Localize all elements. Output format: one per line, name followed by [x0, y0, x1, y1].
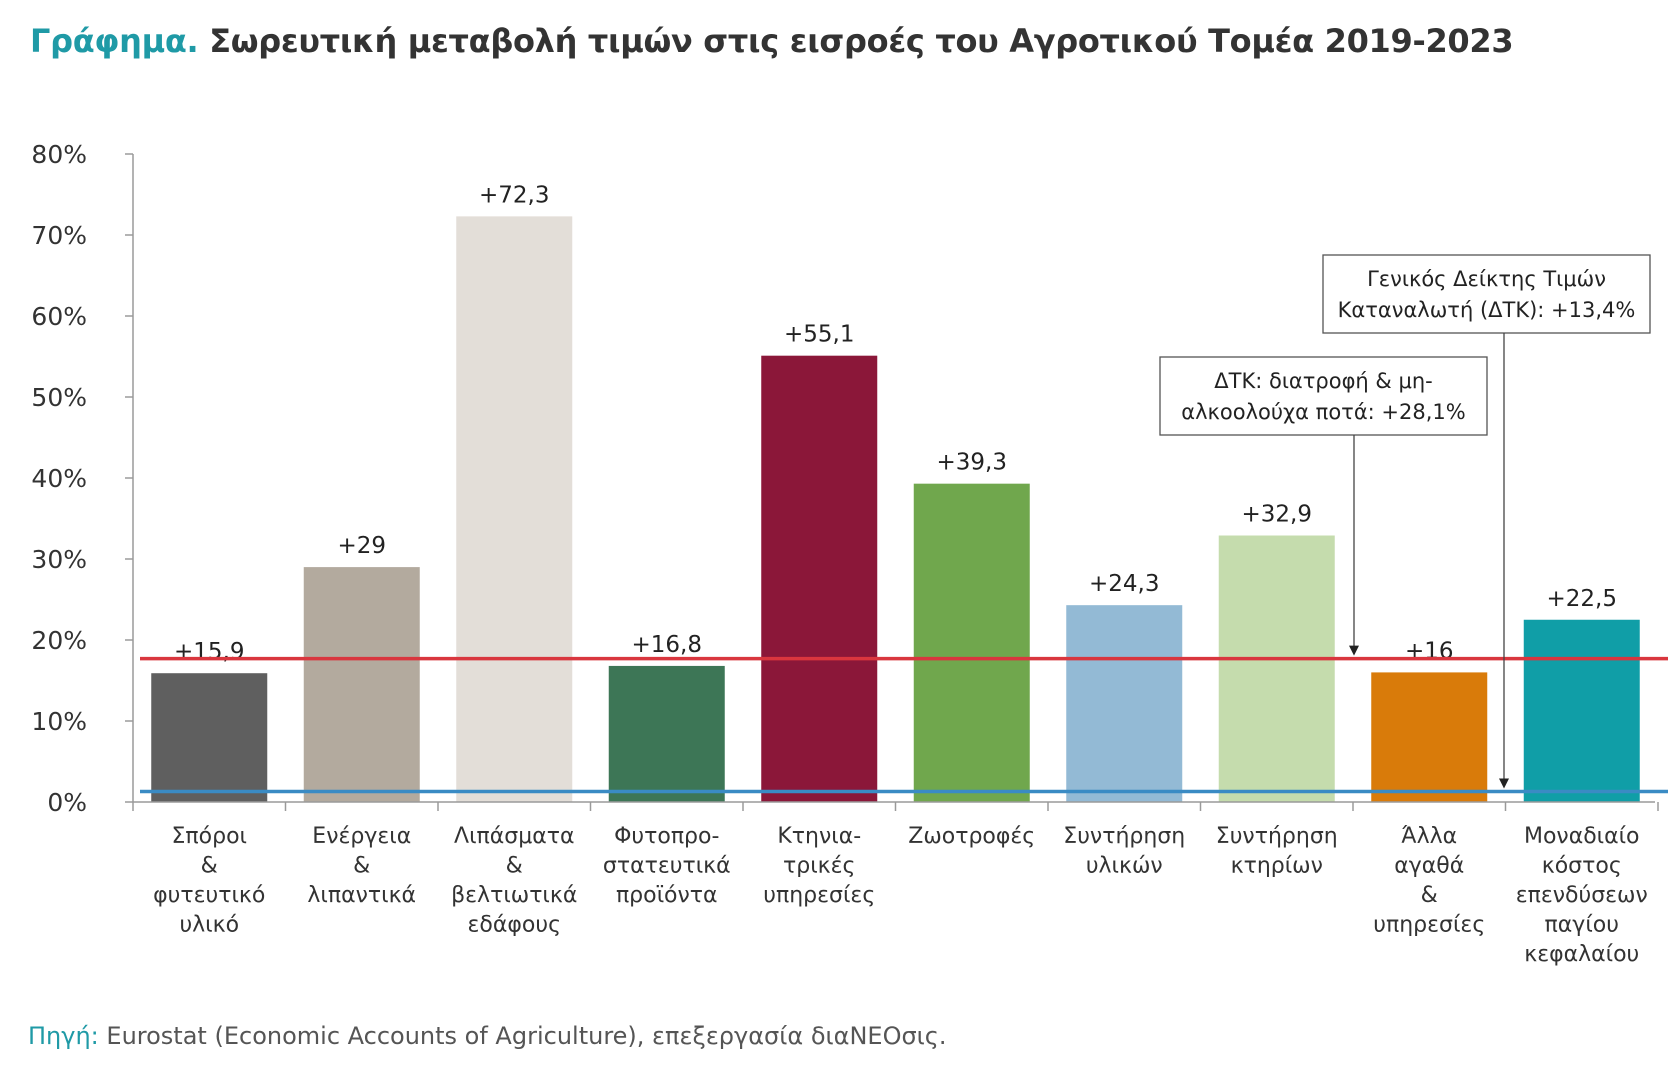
data-label: +29: [337, 533, 386, 559]
bar: [151, 673, 268, 802]
category-label: Σπόροι: [172, 824, 247, 849]
general-cpi-annotation-text: Γενικός Δείκτης Τιμών: [1367, 267, 1606, 291]
category-label: υλικό: [179, 913, 239, 938]
general-cpi-annotation-text: Καταναλωτή (ΔΤΚ): +13,4%: [1338, 298, 1636, 322]
category-label: κόστος: [1542, 854, 1622, 879]
category-label: βελτιωτικά: [451, 883, 577, 908]
category-label: λιπαντικά: [307, 883, 416, 908]
bar: [608, 665, 725, 802]
y-tick-label: 40%: [31, 464, 87, 493]
category-label: κεφαλαίου: [1524, 942, 1639, 967]
food-cpi-annotation-text: ΔΤΚ: διατροφή & μη-: [1214, 369, 1432, 393]
chart-title-lead: Γράφημα.: [30, 22, 199, 60]
data-label: +16: [1405, 638, 1454, 664]
y-tick-label: 20%: [31, 626, 87, 655]
data-label: +39,3: [937, 450, 1007, 476]
category-label: &: [353, 854, 370, 879]
bar: [1371, 672, 1488, 802]
category-label: στατευτικά: [603, 854, 731, 879]
bar: [303, 567, 420, 802]
food-cpi-annotation-text: αλκοολούχα ποτά: +28,1%: [1181, 400, 1465, 424]
category-label: παγίου: [1545, 913, 1619, 938]
source-text: Eurostat (Economic Accounts of Agricultu…: [106, 1022, 947, 1050]
y-tick-label: 60%: [31, 302, 87, 331]
y-tick-label: 70%: [31, 221, 87, 250]
source-lead: Πηγή:: [28, 1022, 99, 1050]
category-label: επενδύσεων: [1516, 883, 1648, 908]
y-tick-label: 0%: [47, 788, 87, 817]
category-label: προϊόντα: [616, 883, 718, 908]
data-label: +16,8: [632, 632, 702, 658]
general-cpi-annotation-box: [1322, 254, 1651, 334]
category-label: Συντήρηση: [1216, 824, 1338, 849]
bar: [1066, 605, 1183, 802]
category-label: &: [201, 854, 218, 879]
bar: [1218, 535, 1335, 802]
data-label: +72,3: [479, 182, 549, 208]
food-cpi-annotation-arrow-head: [1349, 645, 1359, 656]
category-label: υπηρεσίες: [763, 883, 875, 908]
bar: [456, 216, 573, 802]
y-tick-label: 10%: [31, 707, 87, 736]
category-label: αγαθά: [1394, 854, 1464, 879]
category-label: Ζωοτροφές: [908, 824, 1035, 849]
category-label: υλικών: [1086, 854, 1163, 879]
category-label: Φυτοπρο-: [614, 824, 719, 849]
bar: [1523, 619, 1640, 802]
general-cpi-annotation-arrow-head: [1499, 778, 1509, 789]
data-label: +32,9: [1242, 502, 1312, 528]
data-label: +15,9: [174, 639, 244, 665]
y-tick-label: 80%: [31, 140, 87, 169]
category-label: Κτηνια-: [777, 824, 861, 849]
category-label: τρικές: [783, 854, 855, 879]
category-label: &: [1421, 883, 1438, 908]
category-label: φυτευτικό: [153, 883, 265, 908]
bar: [761, 355, 878, 802]
category-label: Άλλα: [1401, 824, 1457, 849]
category-label: Μοναδιαίο: [1524, 824, 1640, 849]
category-label: εδάφους: [468, 913, 561, 938]
data-label: +24,3: [1089, 571, 1159, 597]
y-tick-label: 50%: [31, 383, 87, 412]
y-tick-label: 30%: [31, 545, 87, 574]
category-label: υπηρεσίες: [1373, 913, 1485, 938]
category-label: Ενέργεια: [312, 824, 411, 849]
chart-title-text: Σωρευτική μεταβολή τιμών στις εισροές το…: [209, 22, 1514, 60]
category-label: Συντήρηση: [1063, 824, 1185, 849]
data-label: +55,1: [784, 322, 854, 348]
category-label: Λιπάσματα: [454, 824, 574, 849]
category-label: κτηρίων: [1231, 854, 1323, 879]
food-cpi-annotation-box: [1159, 356, 1488, 436]
category-label: &: [506, 854, 523, 879]
source-note: Πηγή: Eurostat (Economic Accounts of Agr…: [28, 1022, 947, 1050]
chart-title: Γράφημα. Σωρευτική μεταβολή τιμών στις ε…: [30, 22, 1514, 60]
bar: [913, 483, 1030, 802]
data-label: +22,5: [1547, 586, 1617, 612]
